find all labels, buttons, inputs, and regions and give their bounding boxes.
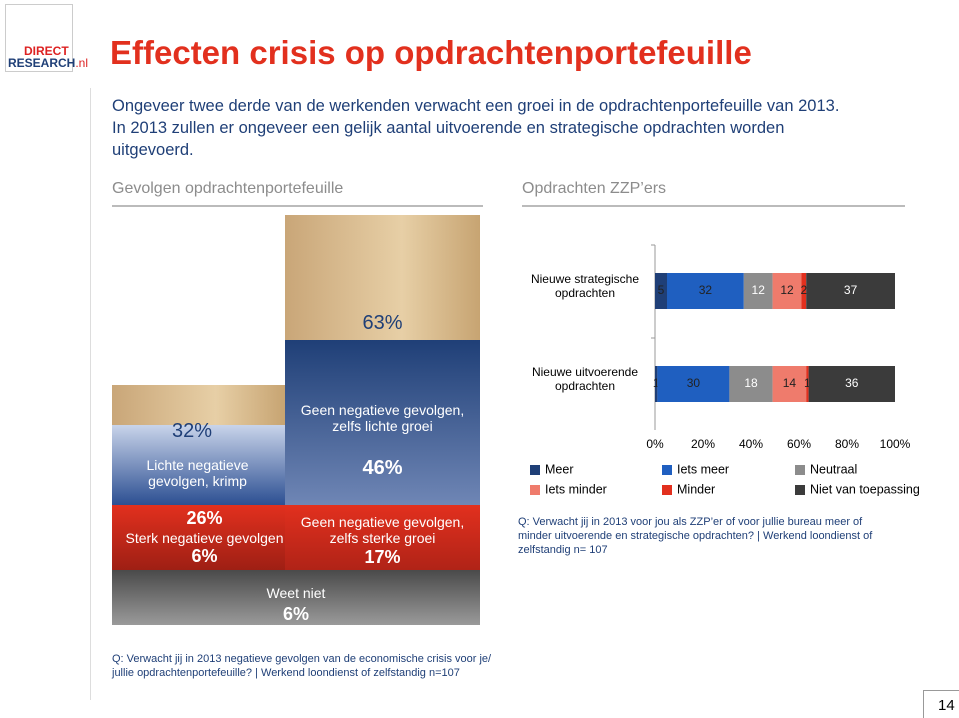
- logo-frame: [5, 4, 73, 72]
- negative-box: [112, 505, 285, 570]
- x-tick-label: 0%: [646, 437, 664, 451]
- x-tick-label: 20%: [691, 437, 715, 451]
- percentage: 6%: [282, 604, 309, 624]
- legend-swatch: [662, 465, 672, 475]
- logo-text: DIRECT: [24, 44, 69, 58]
- logo-suffix: .nl: [75, 56, 89, 70]
- divider: [90, 88, 91, 700]
- folder-stack: [285, 215, 480, 340]
- x-tick-label: 100%: [880, 437, 911, 451]
- data-label: 12: [780, 283, 794, 297]
- box-label: Geen negatieve gevolgen, zelfs lichte gr…: [300, 402, 465, 434]
- legend-swatch: [662, 485, 672, 495]
- category-label: Nieuwe uitvoerende opdrachten: [531, 365, 639, 393]
- logo-text: RESEARCH.nl: [8, 56, 88, 70]
- section-heading: Opdrachten ZZP’ers: [522, 180, 667, 197]
- bar-segment: [729, 366, 773, 402]
- legend-label: Iets minder: [545, 482, 607, 496]
- bar-segment: [655, 273, 667, 309]
- data-label: 5: [658, 283, 665, 297]
- x-tick-label: 80%: [835, 437, 859, 451]
- section-heading: Gevolgen opdrachtenportefeuille: [112, 180, 344, 197]
- legend-swatch: [795, 485, 805, 495]
- legend-swatch: [530, 465, 540, 475]
- bar-segment: [806, 366, 809, 402]
- bar-segment: [806, 273, 895, 309]
- data-label: 2: [800, 283, 807, 297]
- legend-swatch: [795, 465, 805, 475]
- data-label: 1: [804, 376, 811, 390]
- unknown-box: [112, 570, 480, 625]
- page-box: [923, 690, 959, 718]
- x-tick-label: 60%: [787, 437, 811, 451]
- intro: Ongeveer twee derde van de werkenden ver…: [112, 97, 840, 159]
- box-label: Geen negatieve gevolgen, zelfs sterke gr…: [300, 514, 465, 546]
- percentage: 17%: [364, 547, 401, 567]
- logo-text: RESEARCH: [8, 56, 76, 70]
- legend-label: Iets meer: [677, 462, 729, 476]
- growth-box: [285, 505, 480, 570]
- percentage: 6%: [191, 546, 218, 566]
- box-label: Sterk negatieve gevolgen: [125, 530, 284, 546]
- negative-box: [112, 425, 285, 505]
- page-number: 14: [938, 697, 955, 714]
- data-label: 37: [844, 283, 858, 297]
- x-tick-label: 40%: [739, 437, 763, 451]
- folder-stack: [112, 385, 285, 425]
- data-label: 36: [845, 376, 859, 390]
- legend-label: Meer: [545, 462, 573, 476]
- footnote: Q: Verwacht jij in 2013 voor jou als ZZP…: [518, 516, 873, 556]
- percentage: 32%: [171, 420, 213, 442]
- bar-segment: [657, 366, 730, 402]
- bar-segment: [667, 273, 744, 309]
- data-label: 14: [783, 376, 797, 390]
- data-label: 18: [744, 376, 758, 390]
- bar-segment: [808, 366, 895, 402]
- legend-swatch: [530, 485, 540, 495]
- category-label: Nieuwe strategische opdrachten: [530, 272, 640, 300]
- bar-segment: [772, 366, 807, 402]
- box-label: Lichte negatieve gevolgen, krimp: [146, 457, 249, 489]
- percentage: 26%: [186, 508, 223, 528]
- heading-rule: [522, 205, 905, 207]
- bar-segment: [772, 273, 802, 309]
- heading-rule: [112, 205, 483, 207]
- percentage: 46%: [362, 457, 403, 479]
- legend-label: Neutraal: [810, 462, 857, 476]
- growth-box: [285, 340, 480, 505]
- logo: DIRECT RESEARCH.nl: [0, 0, 100, 85]
- legend-label: Minder: [677, 482, 715, 496]
- data-label: 12: [752, 283, 766, 297]
- footnote: Q: Verwacht jij in 2013 negatieve gevolg…: [112, 653, 492, 679]
- bar-segment: [743, 273, 773, 309]
- box-label: Weet niet: [266, 585, 326, 601]
- legend-label: Niet van toepassing: [810, 482, 920, 496]
- data-label: 30: [687, 376, 701, 390]
- title: Effecten crisis op opdrachtenportefeuill…: [110, 34, 752, 71]
- data-label: 1: [653, 376, 660, 390]
- bar-segment: [801, 273, 807, 309]
- bar-segment: [655, 366, 658, 402]
- percentage: 63%: [362, 312, 403, 334]
- data-label: 32: [699, 283, 713, 297]
